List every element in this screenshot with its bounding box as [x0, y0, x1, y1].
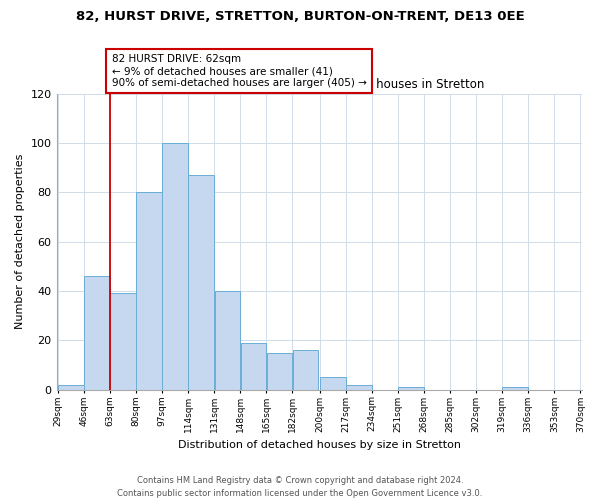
Text: Contains HM Land Registry data © Crown copyright and database right 2024.
Contai: Contains HM Land Registry data © Crown c…: [118, 476, 482, 498]
Bar: [398, 388, 424, 390]
Bar: [320, 378, 346, 390]
Y-axis label: Number of detached properties: Number of detached properties: [15, 154, 25, 330]
Bar: [241, 343, 266, 390]
Bar: [293, 350, 318, 390]
Bar: [58, 385, 84, 390]
Bar: [346, 385, 372, 390]
Bar: [266, 352, 292, 390]
Bar: [502, 388, 528, 390]
Bar: [136, 192, 162, 390]
X-axis label: Distribution of detached houses by size in Stretton: Distribution of detached houses by size …: [178, 440, 461, 450]
Text: 82 HURST DRIVE: 62sqm
← 9% of detached houses are smaller (41)
90% of semi-detac: 82 HURST DRIVE: 62sqm ← 9% of detached h…: [112, 54, 367, 88]
Bar: [215, 291, 240, 390]
Text: 82, HURST DRIVE, STRETTON, BURTON-ON-TRENT, DE13 0EE: 82, HURST DRIVE, STRETTON, BURTON-ON-TRE…: [76, 10, 524, 23]
Title: Size of property relative to detached houses in Stretton: Size of property relative to detached ho…: [155, 78, 484, 91]
Bar: [110, 294, 136, 390]
Bar: [163, 143, 188, 390]
Bar: [85, 276, 110, 390]
Bar: [188, 175, 214, 390]
